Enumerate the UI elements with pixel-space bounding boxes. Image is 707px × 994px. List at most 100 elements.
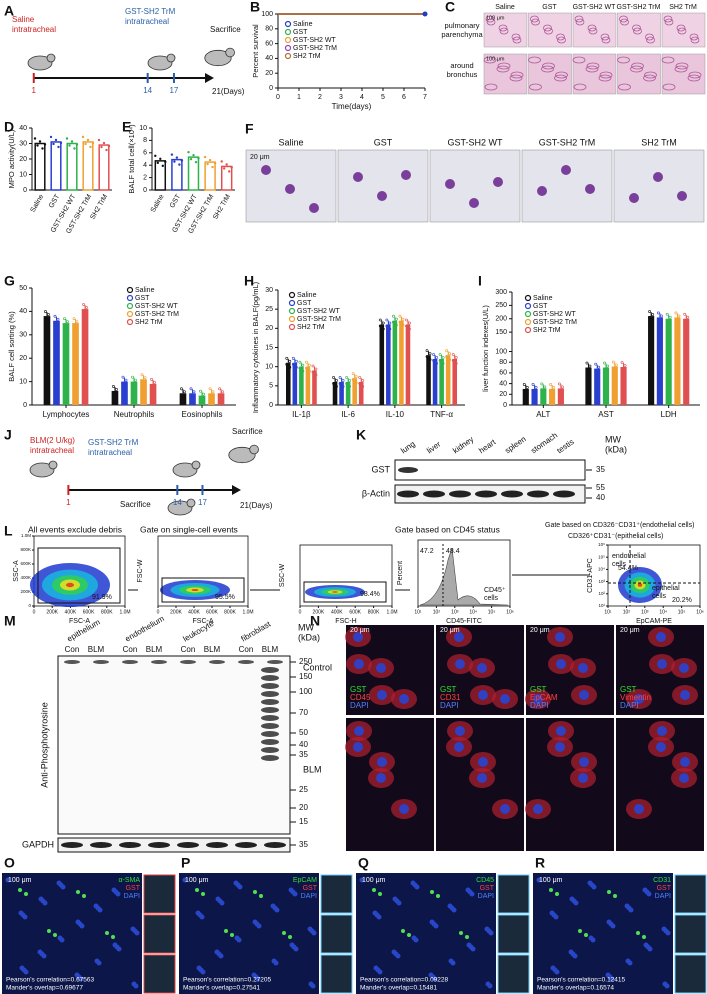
dot bbox=[131, 381, 134, 385]
dot bbox=[82, 303, 85, 306]
dot bbox=[150, 378, 153, 381]
panel-label: P bbox=[181, 855, 190, 871]
nucleus bbox=[131, 981, 137, 987]
label: intratracheal bbox=[30, 446, 74, 455]
panel-label: Q bbox=[358, 855, 369, 871]
y-tick-label: 20 bbox=[499, 391, 507, 398]
dot bbox=[107, 144, 111, 148]
cytology-image bbox=[337, 149, 429, 223]
dot bbox=[648, 310, 652, 313]
channel-label: GST bbox=[530, 685, 547, 694]
legend-marker bbox=[126, 286, 134, 294]
bar bbox=[594, 368, 601, 405]
marker-label: 100 bbox=[299, 687, 313, 696]
band bbox=[261, 739, 279, 745]
nucleus bbox=[18, 910, 24, 916]
y-axis-label: Anti-Phosphotyrosine bbox=[39, 702, 49, 788]
mw-label: (kDa) bbox=[605, 444, 627, 454]
tissue bbox=[528, 56, 541, 64]
nucleus bbox=[214, 949, 220, 955]
condition-label: BLM bbox=[88, 645, 105, 654]
band bbox=[264, 842, 286, 848]
dot bbox=[305, 360, 308, 364]
cell bbox=[377, 191, 387, 201]
bar bbox=[540, 388, 547, 405]
bar bbox=[611, 366, 618, 405]
dot bbox=[53, 320, 57, 324]
nucleus bbox=[377, 757, 387, 767]
bar bbox=[585, 367, 592, 405]
tissue bbox=[586, 62, 600, 70]
nucleus bbox=[680, 690, 690, 700]
dot bbox=[594, 368, 598, 372]
legend-label: Saline bbox=[533, 295, 553, 302]
channel-label: GST bbox=[126, 885, 141, 892]
panel-label: C bbox=[445, 0, 455, 15]
tissue bbox=[687, 74, 701, 82]
tissue bbox=[618, 83, 631, 91]
nucleus bbox=[634, 804, 644, 814]
bar bbox=[305, 366, 311, 405]
y-tick-label: 40 bbox=[499, 380, 507, 387]
dot bbox=[311, 370, 315, 374]
tissue bbox=[619, 15, 628, 23]
channel-label: DAPI bbox=[301, 893, 317, 900]
y-tick-label: 15 bbox=[265, 344, 273, 351]
tissue bbox=[633, 27, 642, 35]
dot bbox=[677, 320, 681, 324]
dot bbox=[665, 318, 669, 322]
label: 1 bbox=[66, 498, 71, 507]
dot bbox=[291, 356, 295, 360]
band bbox=[209, 660, 225, 664]
nucleus bbox=[555, 742, 565, 752]
legend-marker bbox=[524, 310, 532, 318]
band bbox=[527, 490, 549, 498]
dot bbox=[161, 164, 164, 168]
dot bbox=[75, 143, 79, 146]
signal bbox=[372, 888, 376, 892]
bar bbox=[439, 359, 444, 405]
mw-label: MW bbox=[298, 622, 314, 632]
dot bbox=[552, 386, 556, 389]
inset bbox=[497, 914, 530, 954]
channel-label: CD45 bbox=[350, 693, 371, 702]
dot bbox=[308, 369, 311, 373]
x-tick-label: AST bbox=[598, 410, 614, 419]
marker-label: 250 bbox=[299, 657, 313, 666]
nucleus bbox=[428, 972, 434, 978]
nucleus bbox=[19, 965, 25, 971]
signal bbox=[105, 931, 109, 935]
bar bbox=[154, 160, 167, 191]
legend-marker bbox=[126, 294, 134, 302]
bar bbox=[620, 367, 627, 405]
y-tick-label: 30 bbox=[19, 140, 27, 147]
scale-bar: 20 μm bbox=[530, 627, 550, 634]
tissue bbox=[631, 62, 644, 70]
dot bbox=[597, 365, 601, 369]
x-tick-label: 4 bbox=[360, 94, 364, 101]
x-tick-label: Lymphocytes bbox=[43, 410, 90, 419]
dot bbox=[522, 383, 526, 386]
bar bbox=[426, 355, 431, 405]
signal bbox=[642, 935, 646, 939]
dot bbox=[341, 385, 345, 388]
dot bbox=[208, 393, 212, 397]
tissue bbox=[674, 65, 688, 73]
dot bbox=[448, 358, 452, 362]
cytology-image bbox=[521, 149, 613, 223]
band bbox=[64, 660, 80, 664]
dot bbox=[445, 349, 449, 353]
marker-label: 25 bbox=[299, 785, 308, 794]
bar bbox=[602, 367, 610, 405]
nucleus bbox=[308, 981, 314, 987]
channel-label: Vimentin bbox=[620, 693, 651, 702]
bar bbox=[217, 393, 225, 405]
label: 21(Days) bbox=[212, 87, 245, 96]
inset bbox=[497, 954, 530, 994]
nucleus bbox=[93, 903, 99, 909]
bar bbox=[187, 156, 200, 191]
stat-label: Mander's overlap=0.27541 bbox=[183, 985, 260, 992]
y-axis-label: CD31-APC bbox=[587, 558, 594, 593]
dot bbox=[674, 311, 678, 315]
dot bbox=[441, 362, 445, 365]
